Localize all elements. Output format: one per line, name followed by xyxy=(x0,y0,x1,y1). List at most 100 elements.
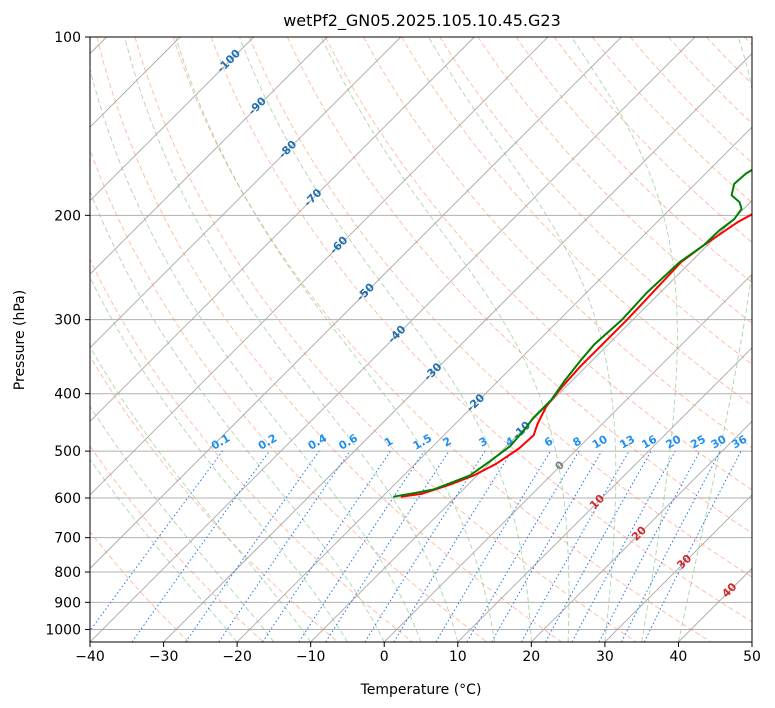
moist-adiabat-line xyxy=(124,37,459,642)
isotherm-label: -100 xyxy=(214,47,243,76)
isotherm-line xyxy=(751,641,752,642)
dry-adiabat-line xyxy=(515,37,752,284)
mixing-ratio-label: 0.2 xyxy=(256,432,279,453)
isotherm-label: -60 xyxy=(327,233,350,256)
moist-adiabat-line xyxy=(570,37,678,642)
y-tick-label: 1000 xyxy=(45,622,81,638)
mixing-ratio-label: 16 xyxy=(639,432,659,451)
dry-adiabat-line xyxy=(90,531,190,642)
mixing-ratio-label: 8 xyxy=(571,435,584,450)
moist-adiabat-line xyxy=(428,37,617,642)
mixing-ratio-line xyxy=(185,450,320,642)
mixing-ratio-line xyxy=(466,450,580,642)
plot-frame xyxy=(89,36,753,643)
chart-title: wetPf2_GN05.2025.105.10.45.G23 xyxy=(283,11,561,31)
mixing-ratio-line xyxy=(298,450,425,642)
y-tick-label: 300 xyxy=(54,313,81,329)
y-tick-label: 200 xyxy=(54,208,81,224)
isotherm-line xyxy=(236,126,752,642)
dry-adiabat-line xyxy=(553,37,752,244)
dry-adiabat-line xyxy=(90,445,264,642)
x-tick-label: 30 xyxy=(596,649,614,665)
dry-adiabat-line xyxy=(744,37,752,46)
mixing-ratio-line xyxy=(435,450,551,642)
isotherm-line xyxy=(90,37,254,202)
mixing-ratio-label: 20 xyxy=(664,432,684,451)
isotherm-label: 0 xyxy=(552,458,567,473)
isotherm-label: 20 xyxy=(629,523,649,543)
mixing-ratio-line xyxy=(571,450,676,642)
moist-adiabat-line xyxy=(90,276,348,642)
moist-adiabat-line xyxy=(175,37,496,642)
y-tick-label: 600 xyxy=(54,491,81,507)
dry-adiabat-line xyxy=(286,37,752,534)
isotherm-label: -40 xyxy=(385,322,408,345)
x-tick-label: −10 xyxy=(296,649,326,665)
x-tick-label: 0 xyxy=(380,649,389,665)
x-tick-label: −20 xyxy=(222,649,252,665)
dry-adiabat-line xyxy=(439,37,752,365)
y-tick-label: 100 xyxy=(54,30,81,46)
dry-adiabat-line xyxy=(90,148,488,642)
mixing-ratio-line xyxy=(545,450,652,642)
mixing-ratio-label: 13 xyxy=(617,433,637,452)
x-tick-label: 40 xyxy=(669,649,687,665)
y-tick-label: 700 xyxy=(54,531,81,547)
moist-adiabat-line xyxy=(90,345,312,642)
mixing-ratio-line xyxy=(131,450,270,642)
mixing-ratio-line xyxy=(393,450,513,642)
isotherm-label: 30 xyxy=(674,552,694,572)
dry-adiabat-line xyxy=(248,37,752,578)
x-axis-label: Temperature (°C) xyxy=(360,682,482,698)
x-tick-label: 50 xyxy=(743,649,761,665)
y-tick-label: 400 xyxy=(54,387,81,403)
dry-adiabat-line xyxy=(706,37,752,85)
dry-adiabat-line xyxy=(210,37,752,623)
dry-adiabat-line xyxy=(591,37,752,204)
x-tick-label: 20 xyxy=(522,649,540,665)
dewpoint-profile-line xyxy=(393,168,752,498)
moist-adiabat-line xyxy=(677,37,752,642)
isotherm-label: -50 xyxy=(354,280,377,303)
isotherm-line xyxy=(90,37,475,422)
temperature-profile-line xyxy=(400,213,752,498)
mixing-ratio-label: 1 xyxy=(382,435,395,450)
x-tick-label: −40 xyxy=(75,649,105,665)
mixing-ratio-label: 25 xyxy=(688,433,708,452)
axes: −40 −30 −20 −10 0 10 20 30 40 5010020030040050060… xyxy=(45,30,761,665)
mixing-ratio-line xyxy=(598,450,701,642)
mixing-ratio-label: 10 xyxy=(590,432,610,451)
isotherm-line xyxy=(90,37,549,496)
y-axis-label: Pressure (hPa) xyxy=(12,290,28,390)
isotherm-label: -80 xyxy=(276,138,299,161)
isotherm-label: -70 xyxy=(301,186,324,209)
mixing-ratio-label: 36 xyxy=(729,432,749,451)
dry-adiabat-line xyxy=(134,37,637,642)
isotherm-line xyxy=(163,52,752,642)
isotherm-line xyxy=(604,494,752,642)
dry-adiabat-line xyxy=(629,37,752,164)
mixing-ratio-line xyxy=(521,450,630,642)
moist-adiabat-line xyxy=(238,37,532,642)
dry-adiabat-line xyxy=(363,37,752,448)
moist-adiabat-line xyxy=(90,405,275,642)
isotherm-line xyxy=(678,567,752,642)
mixing-ratio-line xyxy=(262,450,391,642)
dry-adiabat-line xyxy=(172,37,712,642)
isotherm-line xyxy=(90,37,622,570)
y-tick-label: 800 xyxy=(54,565,81,581)
isotherm-line xyxy=(90,37,402,349)
mixing-ratio-label: 3 xyxy=(477,435,490,450)
moist-adiabat-line xyxy=(90,458,238,642)
isotherm-label: 40 xyxy=(719,580,739,600)
moist-adiabat-line xyxy=(320,37,570,642)
isotherm-line xyxy=(531,420,752,642)
plot-area: 0.1 0.2 0.4 0.6 1 1.5 2 3 4 6 8 10 13 16 20 25 30 36-100-… xyxy=(90,37,752,642)
mixing-ratio-line xyxy=(325,450,450,642)
dry-adiabat-line xyxy=(477,37,752,324)
mixing-ratio-label: 2 xyxy=(441,435,454,450)
x-tick-label: 10 xyxy=(449,649,467,665)
x-tick-label: −30 xyxy=(149,649,179,665)
isotherm-label: -30 xyxy=(421,360,444,383)
